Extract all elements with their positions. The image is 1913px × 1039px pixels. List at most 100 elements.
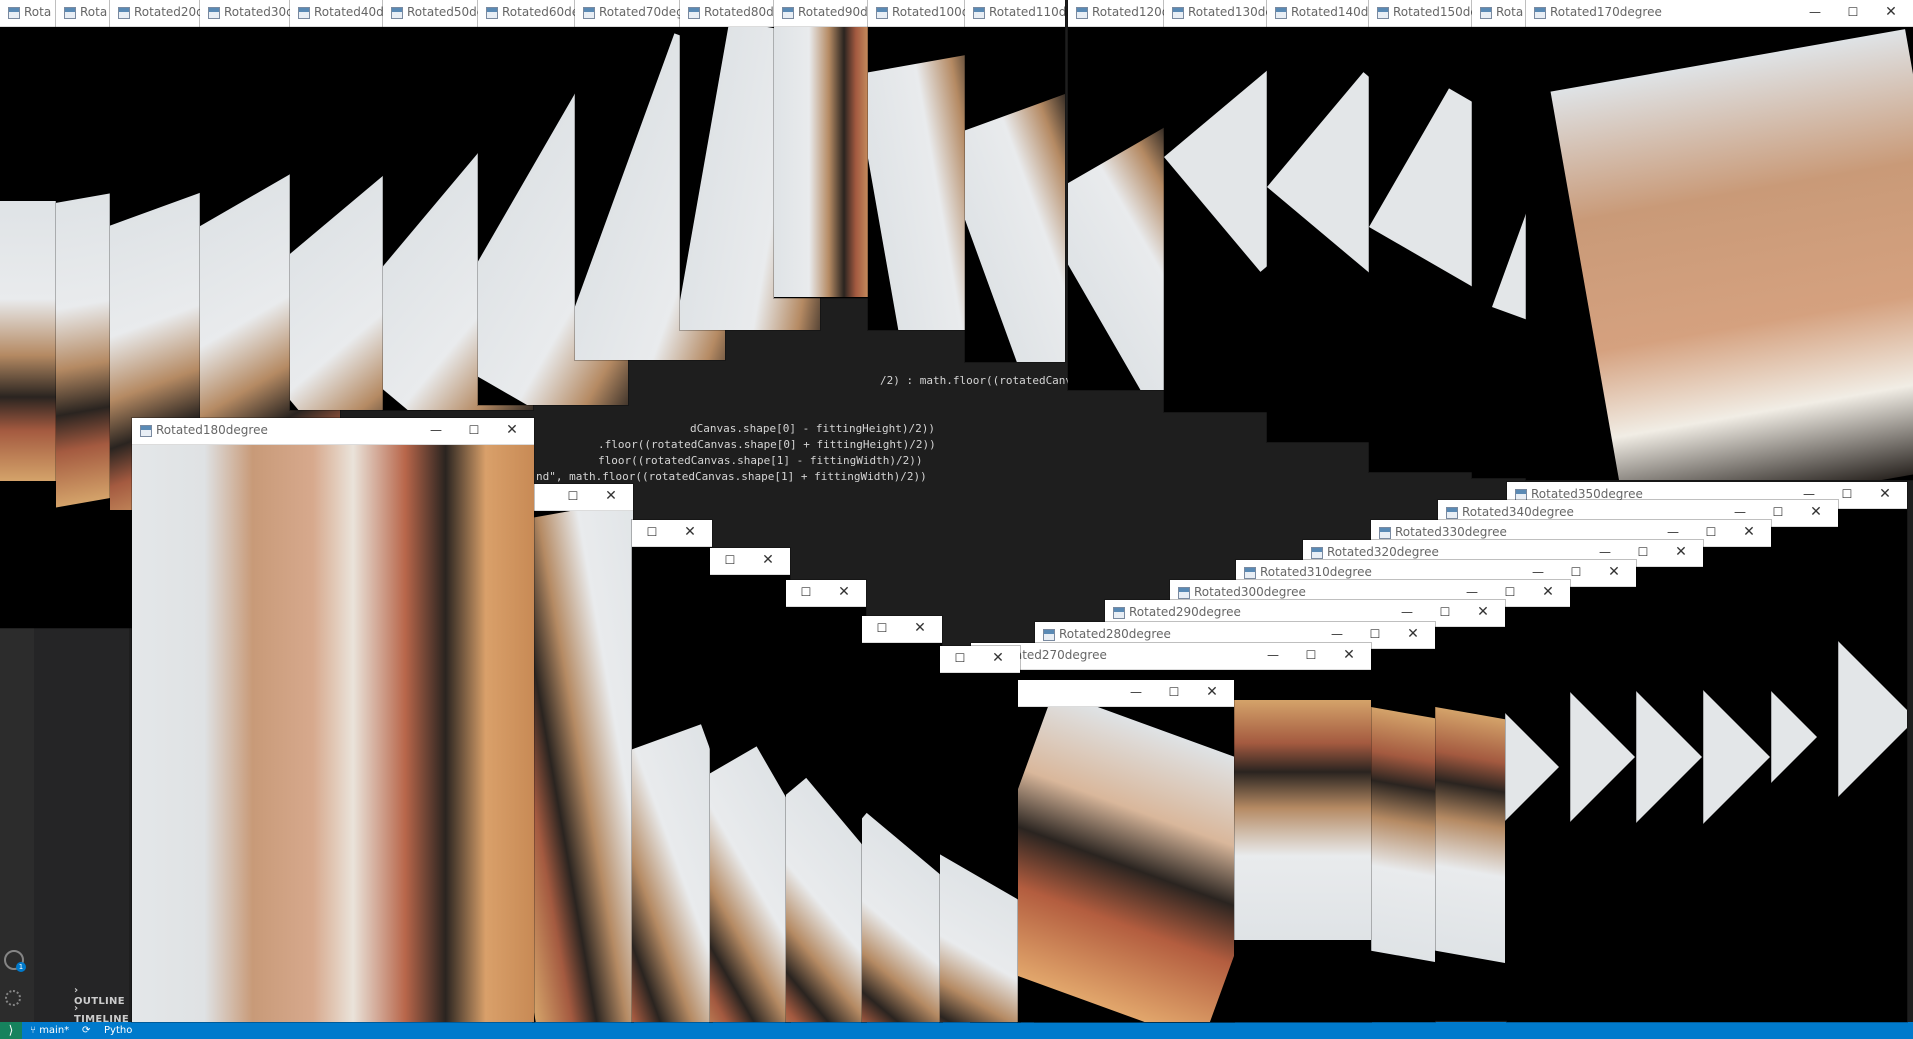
window-titlebar[interactable]: Rotated150de <box>1369 0 1479 27</box>
maximize-button[interactable]: ☐ <box>1570 565 1582 579</box>
app-icon <box>1480 7 1492 19</box>
image-window[interactable]: ☐ ✕ <box>940 646 1020 1022</box>
image-window[interactable]: Rotated140de <box>1267 0 1377 442</box>
window-titlebar[interactable]: ☐ ✕ <box>632 520 712 547</box>
panel-timeline[interactable]: ›TIMELINE <box>74 1003 130 1025</box>
image-window[interactable]: ☐ ✕ <box>786 580 866 1022</box>
image-canvas <box>774 27 874 298</box>
minimize-button[interactable]: — <box>1532 565 1544 579</box>
window-title: Rotated70deg <box>599 5 684 19</box>
minimize-button[interactable]: — <box>1466 585 1478 599</box>
window-titlebar[interactable]: Rotated270degree — ☐ ✕ <box>971 643 1371 670</box>
chevron-right-icon: › <box>74 1003 79 1014</box>
close-button[interactable]: ✕ <box>1675 544 1687 560</box>
maximize-button[interactable]: ☐ <box>567 489 579 503</box>
window-title: Rotated110de <box>989 5 1065 19</box>
sync-icon[interactable]: ⟳ <box>82 1025 91 1036</box>
window-titlebar[interactable]: Rotated130de <box>1164 0 1274 27</box>
maximize-button[interactable]: ☐ <box>724 553 736 567</box>
code-line: /2) : math.floor((rotatedCanva <box>880 374 1079 387</box>
image-window[interactable]: Rotated170degree — ☐ ✕ <box>1526 0 1913 480</box>
close-button[interactable]: ✕ <box>506 422 518 438</box>
minimize-button[interactable]: — <box>1130 685 1142 699</box>
maximize-button[interactable]: ☐ <box>1841 487 1853 501</box>
window-titlebar[interactable]: ☐ ✕ <box>533 484 633 511</box>
image-window[interactable]: Rotated90de <box>774 0 874 298</box>
maximize-button[interactable]: ☐ <box>1369 627 1381 641</box>
maximize-button[interactable]: ☐ <box>1504 585 1516 599</box>
close-button[interactable]: ✕ <box>838 584 850 600</box>
maximize-button[interactable]: ☐ <box>954 651 966 665</box>
minimize-button[interactable]: — <box>1267 648 1279 662</box>
maximize-button[interactable]: ☐ <box>1168 685 1180 699</box>
image-window[interactable]: ☐ ✕ <box>710 548 790 1022</box>
image-window[interactable]: ☐ ✕ <box>533 484 633 1022</box>
minimize-button[interactable]: — <box>1809 5 1821 19</box>
maximize-button[interactable]: ☐ <box>1705 525 1717 539</box>
maximize-button[interactable]: ☐ <box>468 423 480 437</box>
window-titlebar[interactable]: Rotated180degree — ☐ ✕ <box>132 418 534 445</box>
image-window[interactable]: Rotated110de <box>965 0 1065 362</box>
maximize-button[interactable]: ☐ <box>1305 648 1317 662</box>
gear-icon[interactable] <box>5 990 21 1006</box>
image-window[interactable]: — ☐ ✕ <box>1018 680 1234 1022</box>
language-mode[interactable]: Pytho <box>104 1025 133 1036</box>
window-titlebar[interactable]: ☐ ✕ <box>862 616 942 643</box>
maximize-button[interactable]: ☐ <box>1772 505 1784 519</box>
close-button[interactable]: ✕ <box>1885 4 1897 20</box>
account-icon[interactable] <box>4 950 24 970</box>
maximize-button[interactable]: ☐ <box>646 525 658 539</box>
close-button[interactable]: ✕ <box>1343 647 1355 663</box>
image-window[interactable]: Rotated180degree — ☐ ✕ <box>132 418 534 1022</box>
close-button[interactable]: ✕ <box>1206 684 1218 700</box>
minimize-button[interactable]: — <box>1667 525 1679 539</box>
image-window[interactable]: Rotated150de <box>1369 0 1479 472</box>
close-button[interactable]: ✕ <box>762 552 774 568</box>
window-titlebar[interactable]: ☐ ✕ <box>786 580 866 607</box>
close-button[interactable]: ✕ <box>914 620 926 636</box>
close-button[interactable]: ✕ <box>992 650 1004 666</box>
close-button[interactable]: ✕ <box>1477 604 1489 620</box>
close-button[interactable]: ✕ <box>1407 626 1419 642</box>
minimize-button[interactable]: — <box>1401 605 1413 619</box>
close-button[interactable]: ✕ <box>1810 504 1822 520</box>
window-title: Rotated170degree <box>1550 5 1662 19</box>
branch-indicator[interactable]: ⑂ main* <box>30 1025 70 1036</box>
app-icon <box>64 7 76 19</box>
window-title: Rotated270degree <box>995 648 1107 662</box>
window-titlebar[interactable]: Rotated120de <box>1068 0 1168 27</box>
image-window[interactable]: ☐ ✕ <box>862 616 942 1022</box>
window-titlebar[interactable]: Rotated90de <box>774 0 874 27</box>
window-titlebar[interactable]: Rotated110de <box>965 0 1065 27</box>
minimize-button[interactable]: — <box>1803 487 1815 501</box>
window-titlebar[interactable]: ☐ ✕ <box>940 646 1020 673</box>
maximize-button[interactable]: ☐ <box>876 621 888 635</box>
close-button[interactable]: ✕ <box>1608 564 1620 580</box>
window-titlebar[interactable]: ☐ ✕ <box>710 548 790 575</box>
image-window[interactable]: Rotated120de <box>1068 0 1168 390</box>
remote-icon[interactable]: ⟩ <box>0 1022 22 1039</box>
maximize-button[interactable]: ☐ <box>1637 545 1649 559</box>
window-titlebar[interactable]: Rotated140de <box>1267 0 1377 27</box>
close-button[interactable]: ✕ <box>1879 486 1891 502</box>
close-button[interactable]: ✕ <box>1542 584 1554 600</box>
close-button[interactable]: ✕ <box>1743 524 1755 540</box>
image-window[interactable]: ☐ ✕ <box>632 520 712 1022</box>
minimize-button[interactable]: — <box>1734 505 1746 519</box>
window-titlebar[interactable]: Rotated170degree — ☐ ✕ <box>1526 0 1913 27</box>
image-window[interactable]: Rotated130de <box>1164 0 1274 412</box>
window-title: Rotated20d <box>134 5 204 19</box>
close-button[interactable]: ✕ <box>605 488 617 504</box>
maximize-button[interactable]: ☐ <box>1439 605 1451 619</box>
minimize-button[interactable]: — <box>430 423 442 437</box>
window-titlebar[interactable]: Rotated100de <box>868 0 968 27</box>
window-titlebar[interactable]: — ☐ ✕ <box>1018 680 1234 707</box>
panel-outline[interactable]: ›OUTLINE <box>74 985 125 1007</box>
image-canvas <box>1164 27 1274 412</box>
close-button[interactable]: ✕ <box>684 524 696 540</box>
image-window[interactable]: Rotated100de <box>868 0 968 330</box>
minimize-button[interactable]: — <box>1331 627 1343 641</box>
maximize-button[interactable]: ☐ <box>800 585 812 599</box>
maximize-button[interactable]: ☐ <box>1847 5 1859 19</box>
minimize-button[interactable]: — <box>1599 545 1611 559</box>
